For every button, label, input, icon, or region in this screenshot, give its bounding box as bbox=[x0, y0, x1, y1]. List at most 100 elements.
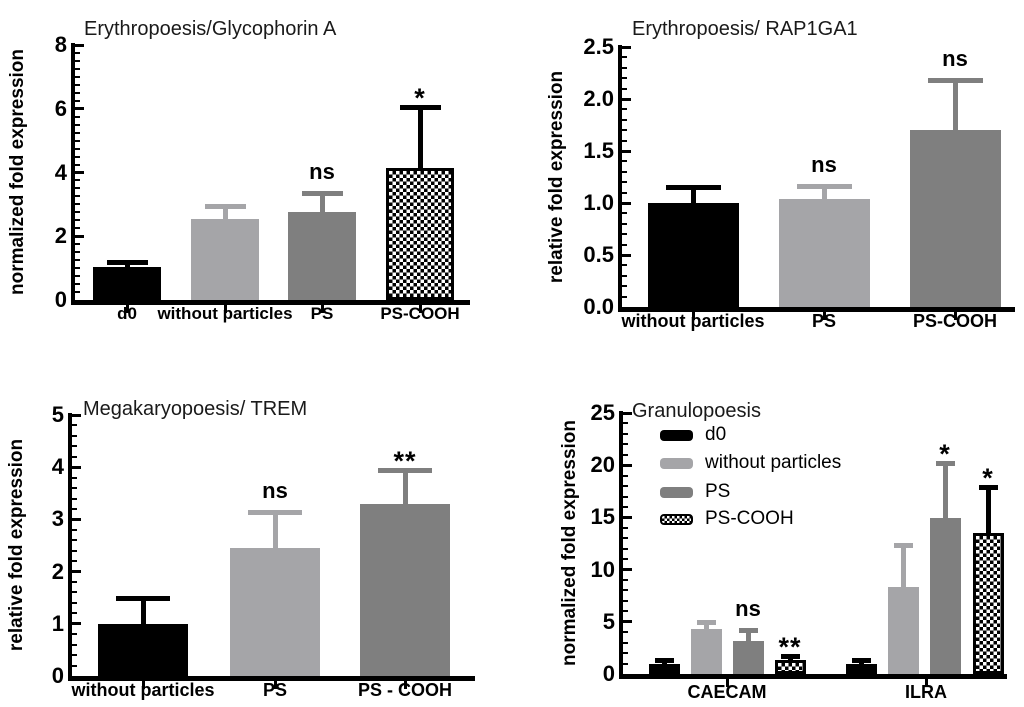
significance-ns: ns bbox=[262, 477, 288, 503]
y-minor-tick bbox=[72, 612, 77, 615]
error-bar-stem bbox=[985, 487, 991, 534]
y-major-tick bbox=[623, 568, 632, 572]
y-axis bbox=[619, 411, 623, 676]
y-tick-label: 3 bbox=[51, 506, 64, 532]
y-minor-tick bbox=[72, 507, 77, 510]
y-minor-tick bbox=[622, 243, 627, 246]
y-minor-tick bbox=[623, 537, 628, 540]
y-minor-tick bbox=[75, 203, 80, 206]
y-tick-label: 2 bbox=[54, 223, 67, 249]
y-minor-tick bbox=[75, 67, 80, 70]
y-minor-tick bbox=[72, 434, 77, 437]
y-minor-tick bbox=[75, 99, 80, 102]
legend-label: d0 bbox=[705, 424, 727, 445]
y-axis bbox=[71, 43, 75, 302]
y-minor-tick bbox=[72, 549, 77, 552]
x-category-label: without particles bbox=[157, 304, 293, 323]
y-major-tick bbox=[72, 622, 81, 626]
error-bar-stem bbox=[745, 630, 751, 641]
y-minor-tick bbox=[75, 91, 80, 94]
y-major-tick bbox=[622, 97, 631, 101]
y-major-tick bbox=[623, 620, 632, 624]
y-minor-tick bbox=[75, 179, 80, 182]
y-minor-tick bbox=[622, 129, 627, 132]
y-minor-tick bbox=[75, 59, 80, 62]
y-minor-tick bbox=[72, 643, 77, 646]
error-bar-cap bbox=[696, 619, 716, 625]
y-tick-label: 15 bbox=[590, 504, 615, 530]
error-bar-stem bbox=[942, 463, 948, 519]
x-tick bbox=[924, 679, 928, 687]
y-major-tick bbox=[72, 465, 81, 469]
panel-erythropoesis-rap1ga1: Erythropoesis/ RAP1GA1 relative fold exp… bbox=[512, 0, 1024, 354]
x-category-label: PS bbox=[310, 304, 334, 323]
y-minor-tick bbox=[622, 139, 627, 142]
chart-title: Granulopoesis bbox=[632, 399, 761, 422]
x-tick bbox=[273, 681, 277, 689]
error-bar-cap bbox=[106, 259, 148, 265]
bar-checker bbox=[774, 660, 806, 674]
bar-light_gray bbox=[191, 218, 259, 300]
error-bar-stem bbox=[900, 544, 906, 588]
bar-light_gray bbox=[230, 548, 320, 676]
significance-ns: ns bbox=[811, 152, 837, 178]
y-minor-tick bbox=[72, 633, 77, 636]
legend-swatch-dark_gray bbox=[660, 486, 693, 498]
error-bar-stem bbox=[319, 193, 325, 213]
y-tick-label: 1.0 bbox=[583, 190, 614, 215]
y-minor-tick bbox=[623, 610, 628, 613]
y-minor-tick bbox=[622, 212, 627, 215]
chart-title: Megakaryopoesis/ TREM bbox=[83, 397, 308, 420]
y-tick-label: 8 bbox=[54, 32, 67, 57]
plot-area: 0.0 0.5 1.0 1.5 2.0 2.5 ns ns without particles P… bbox=[512, 0, 1024, 354]
y-major-tick bbox=[623, 463, 632, 467]
bar-dark_gray bbox=[929, 518, 961, 674]
plot-area: 0 1 2 3 4 5 ns ** without particles PS PS - COOH bbox=[0, 353, 512, 707]
error-bar-cap bbox=[738, 628, 758, 634]
y-minor-tick bbox=[72, 487, 77, 490]
error-bar-cap bbox=[927, 78, 983, 84]
y-minor-tick bbox=[75, 51, 80, 54]
y-minor-tick bbox=[623, 599, 628, 602]
y-minor-tick bbox=[623, 589, 628, 592]
error-bar-stem bbox=[952, 80, 958, 131]
y-minor-tick bbox=[72, 497, 77, 500]
error-bar-cap bbox=[378, 467, 432, 473]
error-bar-stem bbox=[821, 186, 827, 199]
y-minor-tick bbox=[623, 485, 628, 488]
legend-swatch-checker bbox=[660, 513, 693, 525]
error-bar-cap bbox=[978, 485, 998, 491]
bar-black bbox=[93, 266, 161, 300]
y-minor-tick bbox=[623, 652, 628, 655]
y-minor-tick bbox=[72, 476, 77, 479]
y-minor-tick bbox=[623, 443, 628, 446]
legend-label: without particles bbox=[705, 452, 842, 473]
y-minor-tick bbox=[623, 526, 628, 529]
y-minor-tick bbox=[622, 274, 627, 277]
y-minor-tick bbox=[623, 631, 628, 634]
y-major-tick bbox=[622, 253, 631, 257]
y-tick-label: 20 bbox=[590, 452, 615, 478]
y-minor-tick bbox=[622, 295, 627, 298]
significance-star: * bbox=[939, 439, 951, 470]
y-minor-tick bbox=[622, 170, 627, 173]
error-bar-cap bbox=[851, 658, 871, 664]
y-minor-tick bbox=[622, 66, 627, 69]
error-bar-cap bbox=[248, 509, 302, 515]
y-tick-label: 0.0 bbox=[583, 294, 614, 319]
x-category-label: PS bbox=[811, 311, 836, 331]
y-tick-label: 4 bbox=[54, 159, 67, 185]
bar-light_gray bbox=[778, 198, 870, 307]
y-minor-tick bbox=[75, 187, 80, 190]
significance-ns: ns bbox=[735, 596, 761, 622]
y-major-tick bbox=[623, 515, 632, 519]
x-tick bbox=[725, 679, 729, 687]
significance-star: ** bbox=[778, 631, 802, 662]
x-axis bbox=[71, 300, 470, 305]
y-minor-tick bbox=[72, 654, 77, 657]
plot-area: 0 5 10 15 20 25 ns ** * * CAECAM ILRA d0 without part… bbox=[512, 353, 1024, 707]
error-bar-stem bbox=[417, 107, 423, 168]
bar-black bbox=[648, 663, 680, 674]
y-minor-tick bbox=[72, 424, 77, 427]
error-bar-cap bbox=[399, 105, 441, 111]
